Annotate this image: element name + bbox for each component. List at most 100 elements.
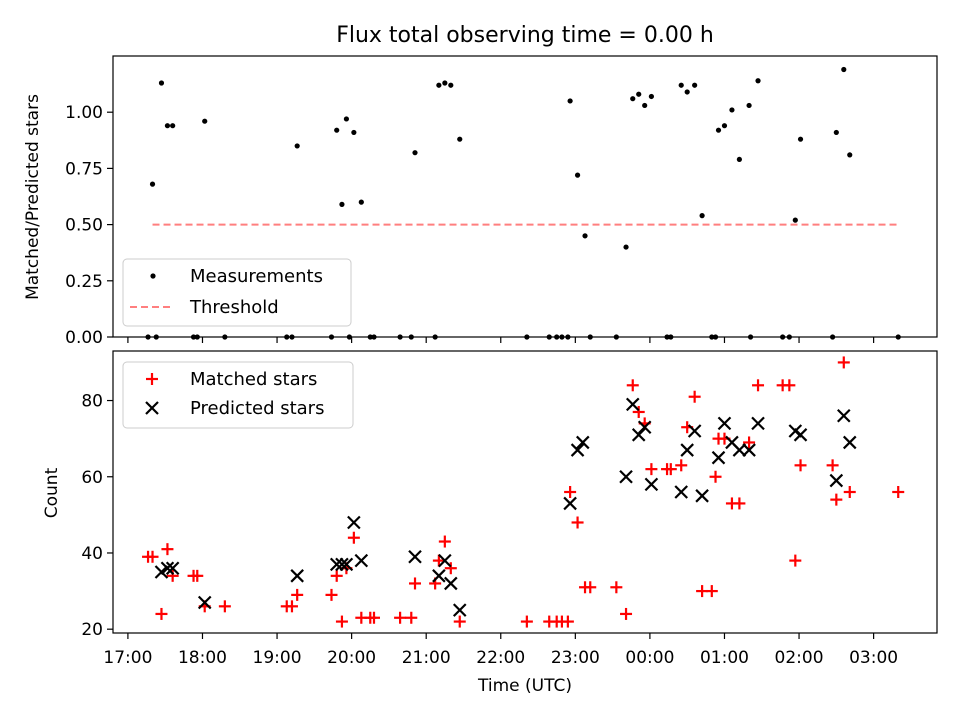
predicted-star-marker — [290, 569, 304, 583]
bottom-y-ticks: 20 40 60 80 — [81, 392, 113, 640]
measurement-point — [630, 96, 636, 102]
x-tick-label: 19:00 — [253, 648, 302, 668]
measurement-point — [334, 127, 340, 133]
matched-star-marker — [843, 486, 856, 498]
top-y-tick-label: 1.00 — [65, 103, 103, 123]
predicted-star-marker — [563, 496, 577, 511]
x-tick-label: 03:00 — [849, 648, 898, 668]
matched-star-marker — [347, 531, 360, 544]
matched-star-marker — [892, 486, 905, 498]
matched-star-marker — [285, 600, 298, 613]
measurement-point — [412, 150, 418, 156]
top-x-ticks — [127, 337, 875, 343]
measurement-point — [729, 107, 735, 113]
matched-star-markers — [142, 356, 905, 628]
x-tick-label: 00:00 — [625, 648, 674, 668]
bottom-y-tick-label: 40 — [81, 544, 103, 564]
predicted-star-marker — [793, 428, 808, 442]
top-axes-frame — [112, 55, 938, 338]
matched-star-marker — [161, 543, 174, 556]
measurement-point — [149, 181, 156, 187]
predicted-star-marker — [732, 443, 747, 457]
matched-star-marker — [367, 611, 380, 624]
predicted-star-marker — [687, 424, 702, 438]
matched-star-marker — [335, 615, 348, 628]
matched-star-marker — [155, 607, 168, 620]
matched-star-marker — [405, 611, 418, 624]
predicted-legend-marker — [145, 401, 159, 415]
matched-star-marker — [520, 615, 533, 628]
predicted-star-marker — [625, 397, 640, 412]
predicted-star-marker — [347, 515, 361, 530]
top-legend: Measurements Threshold — [122, 258, 352, 327]
predicted-star-markers — [154, 397, 857, 617]
matched-star-marker — [752, 379, 765, 392]
matched-star-marker — [789, 554, 802, 567]
measurement-point — [358, 199, 364, 205]
matched-star-marker — [584, 581, 597, 594]
predicted-star-marker — [160, 561, 175, 575]
matched-star-marker — [409, 577, 422, 590]
predicted-star-marker — [742, 443, 756, 457]
predicted-star-marker — [570, 443, 585, 457]
predicted-star-marker — [674, 485, 689, 499]
x-tick-label: 02:00 — [775, 648, 824, 668]
measurement-point — [847, 152, 853, 158]
matched-star-marker — [394, 611, 407, 624]
predicted-star-marker — [335, 557, 349, 572]
matched-star-marker — [688, 390, 701, 403]
measurement-point — [692, 82, 698, 88]
matched-star-marker — [561, 615, 574, 628]
matched-star-marker — [166, 569, 179, 582]
predicted-star-marker — [197, 595, 212, 610]
matched-star-marker — [626, 379, 639, 392]
matched-star-marker — [444, 562, 457, 575]
predicted-star-marker — [680, 443, 694, 457]
bottom-y-axis-label: Count — [42, 467, 62, 518]
predicted-star-marker — [695, 489, 709, 503]
predicted-star-marker — [637, 420, 652, 434]
x-tick-label: 18:00 — [178, 648, 227, 668]
x-axis-label: Time (UTC) — [477, 676, 572, 696]
bottom-axes-frame — [112, 350, 938, 634]
measurement-point — [792, 217, 798, 223]
top-y-axis-label: Matched/Predicted stars — [23, 94, 43, 300]
top-y-tick-label: 0.00 — [65, 328, 103, 348]
matched-star-marker — [826, 459, 839, 472]
matched-star-marker — [645, 463, 658, 476]
bottom-y-tick-label: 80 — [81, 392, 103, 412]
matched-star-marker — [709, 470, 722, 483]
bottom-legend-box — [122, 361, 354, 429]
counts-panel: Count Time (UTC) 20 40 60 80 17:00 18:00 19:0… — [42, 350, 938, 696]
predicted-star-marker — [408, 550, 422, 564]
measurement-point — [339, 201, 345, 207]
matched-star-marker — [620, 607, 633, 620]
ratio-panel: Flux total observing time = 0.00 h Match… — [23, 23, 938, 348]
measurement-point — [351, 129, 357, 136]
bottom-legend: Matched stars Predicted stars — [122, 361, 354, 429]
x-tick-label: 21:00 — [402, 648, 451, 668]
predicted-star-marker — [717, 416, 732, 431]
measurement-point — [170, 123, 176, 129]
matched-star-marker — [564, 486, 577, 498]
matched-star-marker — [432, 554, 445, 567]
predicted-star-marker — [339, 557, 354, 572]
predicted-star-marker — [842, 435, 857, 450]
matched-star-marker — [664, 463, 677, 476]
predicted-star-marker — [837, 409, 851, 423]
chart-title: Flux total observing time = 0.00 h — [336, 23, 714, 48]
matched-star-marker — [438, 535, 451, 548]
matched-star-marker — [330, 569, 343, 582]
matched-star-marker — [675, 459, 688, 472]
measurement-point — [648, 93, 654, 100]
matched-star-marker — [733, 497, 746, 510]
matched-star-marker — [218, 600, 231, 613]
predicted-star-marker — [576, 435, 590, 450]
predicted-star-marker — [432, 569, 446, 583]
matched-star-marker — [191, 569, 204, 582]
measurement-point — [164, 123, 171, 129]
measurement-point — [746, 102, 752, 109]
bottom-y-tick-label: 20 — [81, 620, 103, 640]
bottom-x-ticks: 17:00 18:00 19:00 20:00 21:00 22:00 23:00 00:00… — [103, 633, 898, 668]
